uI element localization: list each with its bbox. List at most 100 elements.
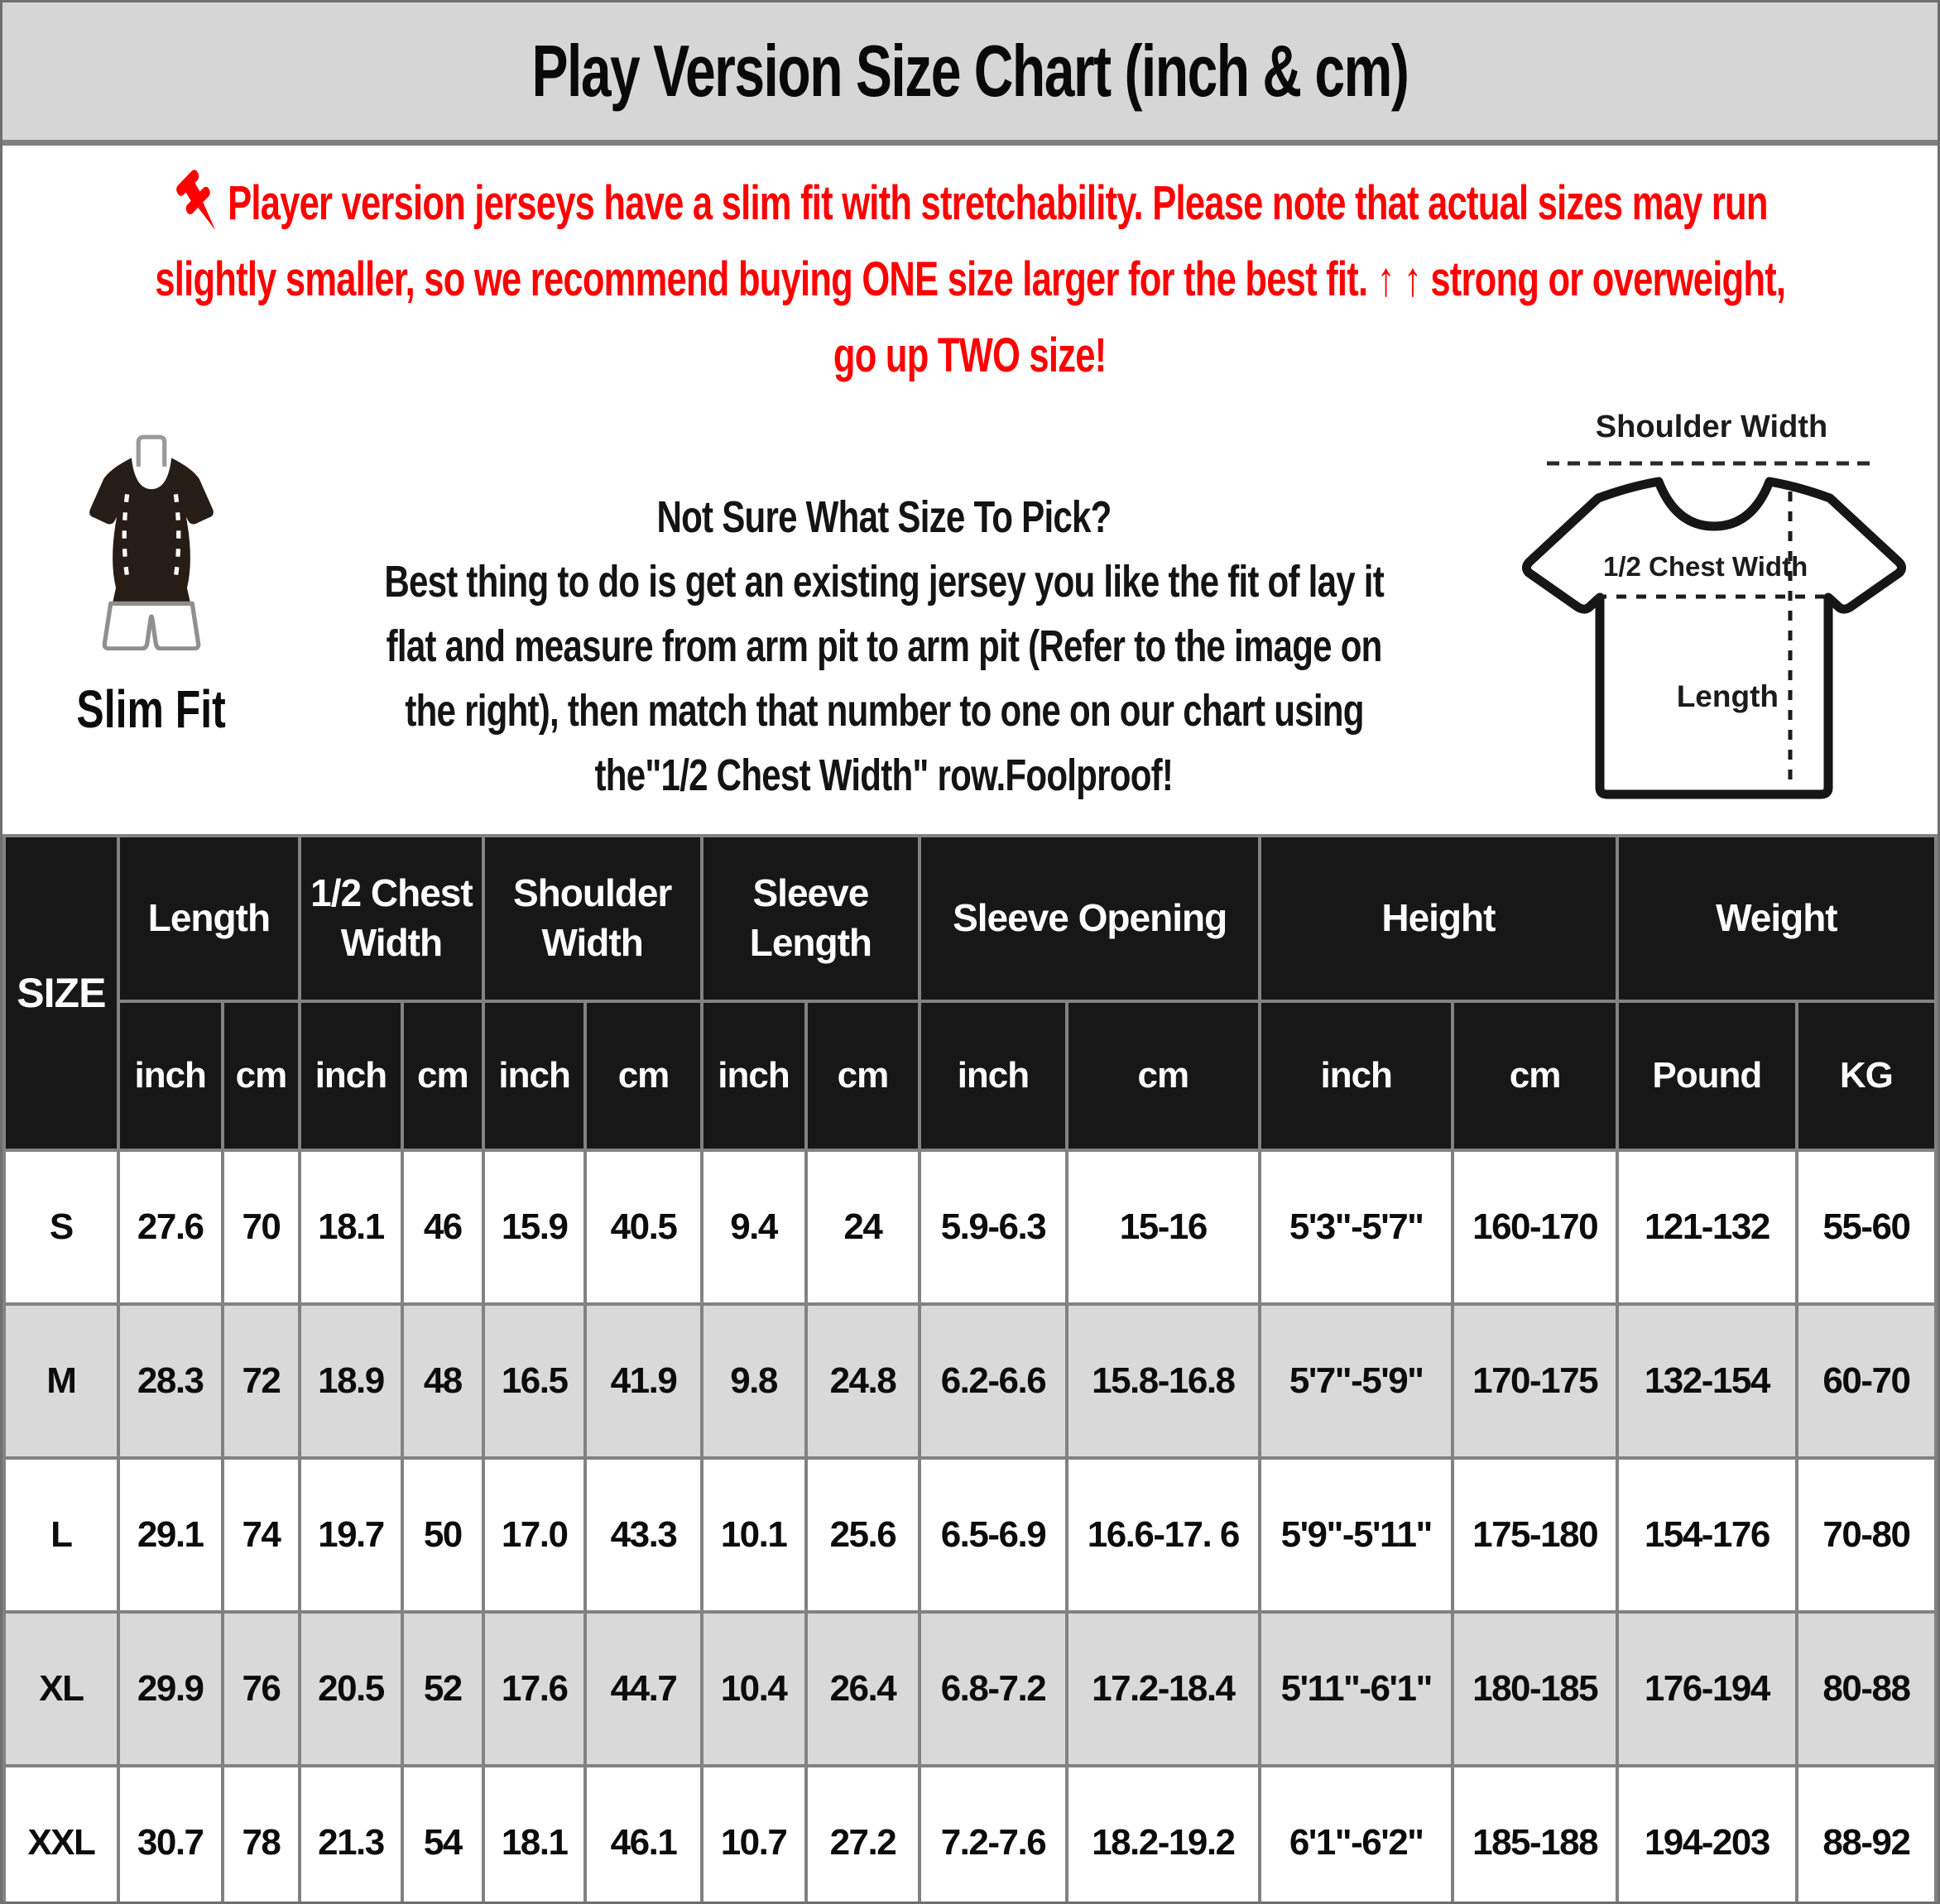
notice-text-3: go up TWO size! bbox=[833, 329, 1107, 382]
value-cell: 52 bbox=[400, 1610, 485, 1767]
column-group-header: Shoulder Width bbox=[481, 834, 703, 1003]
value-cell: 44.7 bbox=[583, 1610, 703, 1767]
slim-fit-icon bbox=[89, 434, 214, 650]
half-chest-width-label: 1/2 Chest Width bbox=[1603, 551, 1808, 582]
value-cell: 46.1 bbox=[583, 1764, 703, 1902]
value-cell: 154-176 bbox=[1615, 1456, 1798, 1614]
column-group-header: Weight bbox=[1615, 834, 1938, 1003]
value-cell: 55-60 bbox=[1794, 1149, 1938, 1306]
value-cell: 5'7"-5'9" bbox=[1258, 1302, 1455, 1460]
value-cell: 10.7 bbox=[699, 1764, 808, 1902]
value-cell: 76 bbox=[220, 1610, 302, 1767]
value-cell: 21.3 bbox=[298, 1764, 404, 1902]
value-cell: 20.5 bbox=[298, 1610, 404, 1767]
value-cell: 18.1 bbox=[298, 1149, 404, 1306]
unit-header: cm bbox=[804, 1000, 922, 1152]
unit-header: cm bbox=[220, 1000, 302, 1152]
unit-header: inch bbox=[298, 1000, 404, 1152]
value-cell: 29.1 bbox=[116, 1456, 224, 1614]
value-cell: 121-132 bbox=[1615, 1149, 1798, 1306]
value-cell: 60-70 bbox=[1794, 1302, 1938, 1460]
table-row: M 28.3 72 18.9 48 16.5 41.9 9.8 24.8 6.2-6.6 15.8-… bbox=[2, 1302, 1938, 1460]
value-cell: 5.9-6.3 bbox=[918, 1149, 1068, 1306]
value-cell: 9.4 bbox=[699, 1149, 808, 1306]
tshirt-outline bbox=[1521, 477, 1907, 799]
unit-header: inch bbox=[918, 1000, 1068, 1152]
advice-text: Not Sure What Size To Pick? Best thing t… bbox=[251, 485, 1517, 808]
value-cell: 46 bbox=[400, 1149, 485, 1306]
advice-line: the"1/2 Chest Width" row.Foolproof! bbox=[594, 751, 1174, 800]
table-row: L 29.1 74 19.7 50 17.0 43.3 10.1 25.6 6.5-6.9 16.6… bbox=[2, 1456, 1938, 1614]
length-label: Length bbox=[1677, 679, 1779, 713]
notice-line: go up TWO size! bbox=[833, 318, 1107, 394]
middle-section: Slim Fit Not Sure What Size To Pick? Bes… bbox=[2, 394, 1938, 834]
value-cell: 24.8 bbox=[804, 1302, 922, 1460]
value-cell: 26.4 bbox=[804, 1610, 922, 1767]
advice-line: flat and measure from arm pit to arm pit… bbox=[386, 621, 1383, 671]
value-cell: 6.5-6.9 bbox=[918, 1456, 1068, 1614]
unit-header: inch bbox=[1258, 1000, 1455, 1152]
value-cell: 18.2-19.2 bbox=[1064, 1764, 1262, 1902]
notice-text-2: slightly smaller, so we recommend buying… bbox=[155, 252, 1786, 306]
value-cell: 88-92 bbox=[1794, 1764, 1938, 1902]
value-cell: 194-203 bbox=[1615, 1764, 1798, 1902]
value-cell: 5'3"-5'7" bbox=[1258, 1149, 1455, 1306]
column-group-header: Height bbox=[1258, 834, 1619, 1003]
value-cell: 5'11"-6'1" bbox=[1258, 1610, 1455, 1767]
value-cell: 6.2-6.6 bbox=[918, 1302, 1068, 1460]
value-cell: 7.2-7.6 bbox=[918, 1764, 1068, 1902]
value-cell: 6'1"-6'2" bbox=[1258, 1764, 1455, 1902]
value-cell: 16.5 bbox=[481, 1302, 588, 1460]
value-cell: 170-175 bbox=[1451, 1302, 1619, 1460]
value-cell: 24 bbox=[804, 1149, 922, 1306]
value-cell: 72 bbox=[220, 1302, 302, 1460]
value-cell: 70 bbox=[220, 1149, 302, 1306]
value-cell: 15.8-16.8 bbox=[1064, 1302, 1262, 1460]
unit-header: KG bbox=[1794, 1000, 1938, 1152]
shoulder-width-label: Shoulder Width bbox=[1596, 410, 1827, 444]
unit-header: cm bbox=[583, 1000, 703, 1152]
notice-text-1: Player version jerseys have a slim fit w… bbox=[227, 176, 1768, 230]
value-cell: 41.9 bbox=[583, 1302, 703, 1460]
column-group-header: Length bbox=[116, 834, 302, 1003]
value-cell: 27.2 bbox=[804, 1764, 922, 1902]
size-cell: L bbox=[2, 1456, 120, 1614]
value-cell: 17.6 bbox=[481, 1610, 588, 1767]
value-cell: 9.8 bbox=[699, 1302, 808, 1460]
value-cell: 15.9 bbox=[481, 1149, 588, 1306]
size-cell: XXL bbox=[2, 1764, 120, 1902]
unit-header: Pound bbox=[1615, 1000, 1798, 1152]
value-cell: 18.9 bbox=[298, 1302, 404, 1460]
value-cell: 40.5 bbox=[583, 1149, 703, 1306]
value-cell: 132-154 bbox=[1615, 1302, 1798, 1460]
table-row: S 27.6 70 18.1 46 15.9 40.5 9.4 24 5.9-6.3 15-16 5'… bbox=[2, 1149, 1938, 1306]
value-cell: 80-88 bbox=[1794, 1610, 1938, 1767]
tshirt-diagram: Shoulder Width 1/2 Chest Width Length bbox=[1521, 410, 1907, 799]
unit-header: inch bbox=[699, 1000, 808, 1152]
slim-fit-figure: Slim Fit bbox=[60, 434, 242, 740]
value-cell: 27.6 bbox=[116, 1149, 224, 1306]
value-cell: 28.3 bbox=[116, 1302, 224, 1460]
value-cell: 19.7 bbox=[298, 1456, 404, 1614]
unit-header: cm bbox=[1064, 1000, 1262, 1152]
value-cell: 175-180 bbox=[1451, 1456, 1619, 1614]
title-band: Play Version Size Chart (inch & cm) bbox=[2, 2, 1938, 146]
unit-header: cm bbox=[400, 1000, 485, 1152]
advice-line: Best thing to do is get an existing jers… bbox=[384, 557, 1384, 607]
value-cell: 54 bbox=[400, 1764, 485, 1902]
value-cell: 176-194 bbox=[1615, 1610, 1798, 1767]
column-group-header: Sleeve Opening bbox=[918, 834, 1262, 1003]
pushpin-icon bbox=[175, 170, 215, 231]
size-cell: XL bbox=[2, 1610, 120, 1767]
value-cell: 50 bbox=[400, 1456, 485, 1614]
value-cell: 29.9 bbox=[116, 1610, 224, 1767]
notice-line: Player version jerseys have a slim fit w… bbox=[173, 165, 1768, 242]
value-cell: 5'9"-5'11" bbox=[1258, 1456, 1455, 1614]
value-cell: 25.6 bbox=[804, 1456, 922, 1614]
unit-header: inch bbox=[116, 1000, 224, 1152]
value-cell: 17.2-18.4 bbox=[1064, 1610, 1262, 1767]
value-cell: 15-16 bbox=[1064, 1149, 1262, 1306]
value-cell: 17.0 bbox=[481, 1456, 588, 1614]
unit-header: cm bbox=[1451, 1000, 1619, 1152]
